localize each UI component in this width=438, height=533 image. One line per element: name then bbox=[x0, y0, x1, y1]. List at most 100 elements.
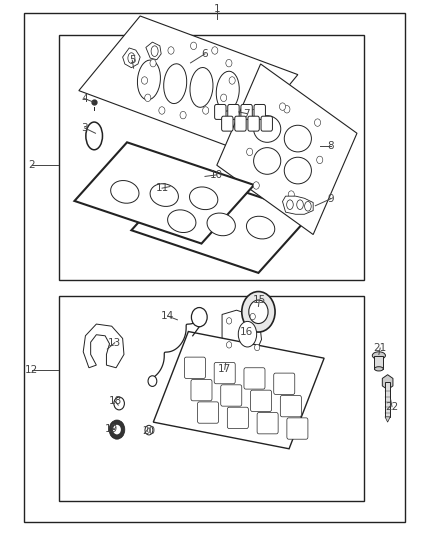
Circle shape bbox=[254, 344, 260, 351]
FancyBboxPatch shape bbox=[274, 373, 295, 394]
Text: 8: 8 bbox=[327, 141, 334, 150]
Circle shape bbox=[114, 397, 124, 410]
Circle shape bbox=[180, 111, 186, 119]
FancyBboxPatch shape bbox=[287, 418, 308, 439]
Text: 22: 22 bbox=[385, 402, 399, 411]
Circle shape bbox=[150, 60, 156, 67]
Ellipse shape bbox=[304, 201, 311, 211]
Circle shape bbox=[247, 148, 253, 156]
FancyBboxPatch shape bbox=[228, 104, 239, 119]
FancyBboxPatch shape bbox=[251, 390, 272, 411]
FancyBboxPatch shape bbox=[254, 104, 265, 119]
Text: 21: 21 bbox=[374, 343, 387, 353]
FancyBboxPatch shape bbox=[257, 413, 278, 434]
Circle shape bbox=[284, 106, 290, 113]
Circle shape bbox=[279, 103, 286, 110]
Text: 19: 19 bbox=[105, 424, 118, 433]
Circle shape bbox=[159, 107, 165, 114]
FancyBboxPatch shape bbox=[214, 362, 235, 384]
Ellipse shape bbox=[284, 125, 311, 152]
Circle shape bbox=[226, 318, 232, 324]
Ellipse shape bbox=[164, 64, 187, 103]
Circle shape bbox=[226, 342, 232, 348]
Text: 4: 4 bbox=[81, 94, 88, 103]
Text: 17: 17 bbox=[218, 365, 231, 374]
FancyBboxPatch shape bbox=[241, 104, 252, 119]
Ellipse shape bbox=[151, 46, 158, 56]
Circle shape bbox=[191, 308, 207, 327]
Text: 15: 15 bbox=[253, 295, 266, 305]
FancyBboxPatch shape bbox=[261, 116, 272, 131]
Ellipse shape bbox=[372, 352, 385, 359]
Ellipse shape bbox=[138, 60, 160, 100]
FancyBboxPatch shape bbox=[221, 385, 242, 406]
Text: 18: 18 bbox=[109, 397, 122, 406]
Ellipse shape bbox=[254, 116, 281, 142]
FancyBboxPatch shape bbox=[248, 116, 259, 131]
Ellipse shape bbox=[216, 71, 239, 111]
Ellipse shape bbox=[111, 181, 139, 203]
Bar bbox=[24, 13, 405, 522]
Ellipse shape bbox=[168, 210, 196, 232]
Text: 6: 6 bbox=[201, 49, 208, 59]
Text: 3: 3 bbox=[81, 123, 88, 133]
Ellipse shape bbox=[207, 213, 235, 236]
Circle shape bbox=[317, 156, 323, 164]
Circle shape bbox=[250, 313, 255, 320]
FancyBboxPatch shape bbox=[191, 379, 212, 401]
Bar bbox=[385, 382, 390, 417]
Text: 11: 11 bbox=[155, 183, 169, 193]
Ellipse shape bbox=[128, 53, 135, 63]
Text: 9: 9 bbox=[327, 194, 334, 204]
Circle shape bbox=[251, 109, 257, 117]
Polygon shape bbox=[222, 310, 261, 357]
FancyBboxPatch shape bbox=[215, 104, 226, 119]
Bar bbox=[374, 356, 383, 369]
Circle shape bbox=[145, 425, 153, 435]
Circle shape bbox=[249, 300, 268, 324]
Polygon shape bbox=[146, 42, 161, 60]
Bar bbox=[59, 35, 364, 280]
Polygon shape bbox=[385, 417, 390, 422]
Bar bbox=[59, 296, 364, 501]
Polygon shape bbox=[382, 375, 393, 390]
Text: 2: 2 bbox=[28, 160, 35, 170]
Text: 12: 12 bbox=[25, 366, 38, 375]
Polygon shape bbox=[131, 172, 311, 273]
Text: 5: 5 bbox=[129, 55, 136, 65]
Ellipse shape bbox=[374, 367, 383, 371]
Text: 1: 1 bbox=[213, 4, 220, 13]
Circle shape bbox=[109, 420, 125, 439]
Circle shape bbox=[288, 191, 294, 198]
FancyBboxPatch shape bbox=[244, 368, 265, 389]
Ellipse shape bbox=[150, 184, 178, 206]
Circle shape bbox=[113, 425, 121, 434]
Ellipse shape bbox=[238, 321, 257, 347]
Text: 20: 20 bbox=[142, 426, 155, 435]
Circle shape bbox=[147, 428, 151, 432]
FancyBboxPatch shape bbox=[198, 402, 219, 423]
Circle shape bbox=[212, 47, 218, 54]
FancyBboxPatch shape bbox=[227, 407, 248, 429]
Ellipse shape bbox=[284, 157, 311, 184]
Text: 13: 13 bbox=[108, 338, 121, 348]
Ellipse shape bbox=[190, 68, 213, 107]
Polygon shape bbox=[83, 324, 124, 368]
Text: 16: 16 bbox=[240, 327, 253, 337]
FancyBboxPatch shape bbox=[184, 357, 205, 378]
Text: 10: 10 bbox=[210, 170, 223, 180]
Circle shape bbox=[226, 60, 232, 67]
Circle shape bbox=[242, 292, 275, 332]
Ellipse shape bbox=[286, 200, 293, 209]
Polygon shape bbox=[153, 332, 324, 449]
Circle shape bbox=[148, 376, 157, 386]
Ellipse shape bbox=[297, 200, 303, 209]
Polygon shape bbox=[217, 64, 357, 235]
Polygon shape bbox=[283, 196, 313, 214]
Polygon shape bbox=[74, 142, 254, 244]
FancyBboxPatch shape bbox=[280, 395, 301, 417]
Ellipse shape bbox=[254, 148, 281, 174]
Circle shape bbox=[191, 42, 197, 50]
FancyBboxPatch shape bbox=[222, 116, 233, 131]
Circle shape bbox=[141, 77, 148, 84]
